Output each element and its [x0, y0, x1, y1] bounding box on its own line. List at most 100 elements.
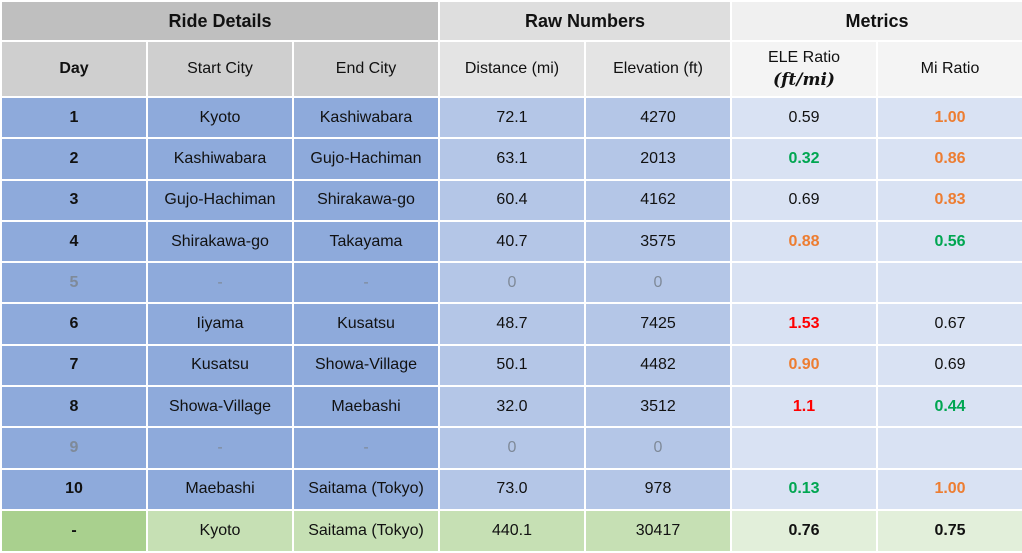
cell-day: 5 [2, 263, 146, 303]
cell-mi-ratio: 0.67 [878, 304, 1022, 344]
cell-end-city: Maebashi [294, 387, 438, 427]
cell-end-city: Kusatsu [294, 304, 438, 344]
cell-mi-ratio: 0.69 [878, 345, 1022, 386]
cell-elevation: 2013 [586, 139, 731, 179]
cell-mi-ratio [878, 263, 1022, 303]
cell-elevation: 4162 [586, 180, 731, 220]
cell-start-city: Shirakawa-go [148, 221, 292, 262]
cell-mi-ratio: 0.86 [878, 139, 1022, 179]
cell-elevation: 0 [586, 428, 731, 468]
total-row: - Kyoto Saitama (Tokyo) 440.1 30417 0.76… [2, 511, 1022, 551]
cell-day: 9 [2, 428, 146, 468]
total-end-city: Saitama (Tokyo) [294, 511, 438, 551]
total-start-city: Kyoto [148, 511, 292, 551]
cell-distance: 50.1 [440, 345, 584, 386]
cell-distance: 72.1 [440, 98, 584, 138]
column-header-row: Day Start City End City Distance (mi) El… [2, 42, 1022, 96]
cell-day: 4 [2, 221, 146, 262]
cell-elevation: 3575 [586, 221, 731, 262]
cell-elevation: 4270 [586, 98, 731, 138]
table-row: 8 Showa-Village Maebashi 32.0 3512 1.1 0.44 [2, 387, 1022, 427]
cell-day: 3 [2, 180, 146, 220]
cell-end-city: Showa-Village [294, 345, 438, 386]
group-ride-details: Ride Details [2, 2, 438, 40]
cell-start-city: Iiyama [148, 304, 292, 344]
cell-day: 7 [2, 345, 146, 386]
cell-elevation: 3512 [586, 387, 731, 427]
cell-start-city: Gujo-Hachiman [148, 180, 292, 220]
table-row: 2 Kashiwabara Gujo-Hachiman 63.1 2013 0.32 0.8… [2, 139, 1022, 179]
cell-elevation: 0 [586, 263, 731, 303]
cell-distance: 32.0 [440, 387, 584, 427]
cell-mi-ratio [878, 428, 1022, 468]
table-row: 1 Kyoto Kashiwabara 72.1 4270 0.59 1.00 [2, 98, 1022, 138]
cell-ele-ratio [732, 263, 877, 303]
cell-ele-ratio: 0.69 [732, 180, 877, 220]
col-ele-ratio-label: ELE Ratio [767, 48, 841, 66]
cell-day: 10 [2, 469, 146, 509]
cell-ele-ratio: 0.88 [732, 221, 877, 262]
col-distance: Distance (mi) [440, 42, 584, 96]
cell-elevation: 7425 [586, 304, 731, 344]
cell-ele-ratio: 1.53 [732, 304, 877, 344]
cell-elevation: 978 [586, 469, 731, 509]
cell-start-city: Maebashi [148, 469, 292, 509]
total-ele-ratio: 0.76 [732, 511, 877, 551]
cell-start-city: Kyoto [148, 98, 292, 138]
group-metrics: Metrics [732, 2, 1022, 40]
table-row: 6 Iiyama Kusatsu 48.7 7425 1.53 0.67 [2, 304, 1022, 344]
group-raw-numbers: Raw Numbers [440, 2, 731, 40]
group-header-row: Ride Details Raw Numbers Metrics [2, 2, 1022, 40]
cell-mi-ratio: 0.56 [878, 221, 1022, 262]
total-distance: 440.1 [440, 511, 584, 551]
cell-ele-ratio [732, 428, 877, 468]
cell-end-city: - [294, 428, 438, 468]
col-end-city: End City [294, 42, 438, 96]
cell-ele-ratio: 0.90 [732, 345, 877, 386]
col-ele-ratio-unit: (ft/mi) [773, 69, 835, 90]
cell-mi-ratio: 1.00 [878, 469, 1022, 509]
col-start-city: Start City [148, 42, 292, 96]
cell-day: 1 [2, 98, 146, 138]
total-day: - [2, 511, 146, 551]
total-elevation: 30417 [586, 511, 731, 551]
cell-distance: 0 [440, 428, 584, 468]
table-row: 10 Maebashi Saitama (Tokyo) 73.0 978 0.13 1.00 [2, 469, 1022, 509]
col-mi-ratio: Mi Ratio [878, 42, 1022, 96]
cell-mi-ratio: 0.83 [878, 180, 1022, 220]
cell-start-city: Kashiwabara [148, 139, 292, 179]
cell-end-city: - [294, 263, 438, 303]
cell-distance: 60.4 [440, 180, 584, 220]
cell-distance: 73.0 [440, 469, 584, 509]
cell-distance: 0 [440, 263, 584, 303]
cell-start-city: Kusatsu [148, 345, 292, 386]
cell-ele-ratio: 0.59 [732, 98, 877, 138]
cell-distance: 40.7 [440, 221, 584, 262]
cell-distance: 63.1 [440, 139, 584, 179]
cell-end-city: Shirakawa-go [294, 180, 438, 220]
cell-distance: 48.7 [440, 304, 584, 344]
cell-end-city: Takayama [294, 221, 438, 262]
cell-day: 6 [2, 304, 146, 344]
cell-ele-ratio: 0.32 [732, 139, 877, 179]
table-row: 7 Kusatsu Showa-Village 50.1 4482 0.90 0.69 [2, 345, 1022, 386]
total-mi-ratio: 0.75 [878, 511, 1022, 551]
cell-mi-ratio: 0.44 [878, 387, 1022, 427]
cell-end-city: Kashiwabara [294, 98, 438, 138]
cell-end-city: Saitama (Tokyo) [294, 469, 438, 509]
cell-start-city: - [148, 428, 292, 468]
cell-mi-ratio: 1.00 [878, 98, 1022, 138]
table-row: 4 Shirakawa-go Takayama 40.7 3575 0.88 0.56 [2, 221, 1022, 262]
col-ele-ratio: ELE Ratio (ft/mi) [732, 42, 877, 96]
cell-end-city: Gujo-Hachiman [294, 139, 438, 179]
col-day: Day [2, 42, 146, 96]
col-elevation: Elevation (ft) [586, 42, 731, 96]
cell-day: 2 [2, 139, 146, 179]
cell-elevation: 4482 [586, 345, 731, 386]
cell-ele-ratio: 1.1 [732, 387, 877, 427]
table-row: 3 Gujo-Hachiman Shirakawa-go 60.4 4162 0.69 0.… [2, 180, 1022, 220]
cell-ele-ratio: 0.13 [732, 469, 877, 509]
ride-rows: 1 Kyoto Kashiwabara 72.1 4270 0.59 1.00 2 Kashiw… [2, 98, 1022, 509]
